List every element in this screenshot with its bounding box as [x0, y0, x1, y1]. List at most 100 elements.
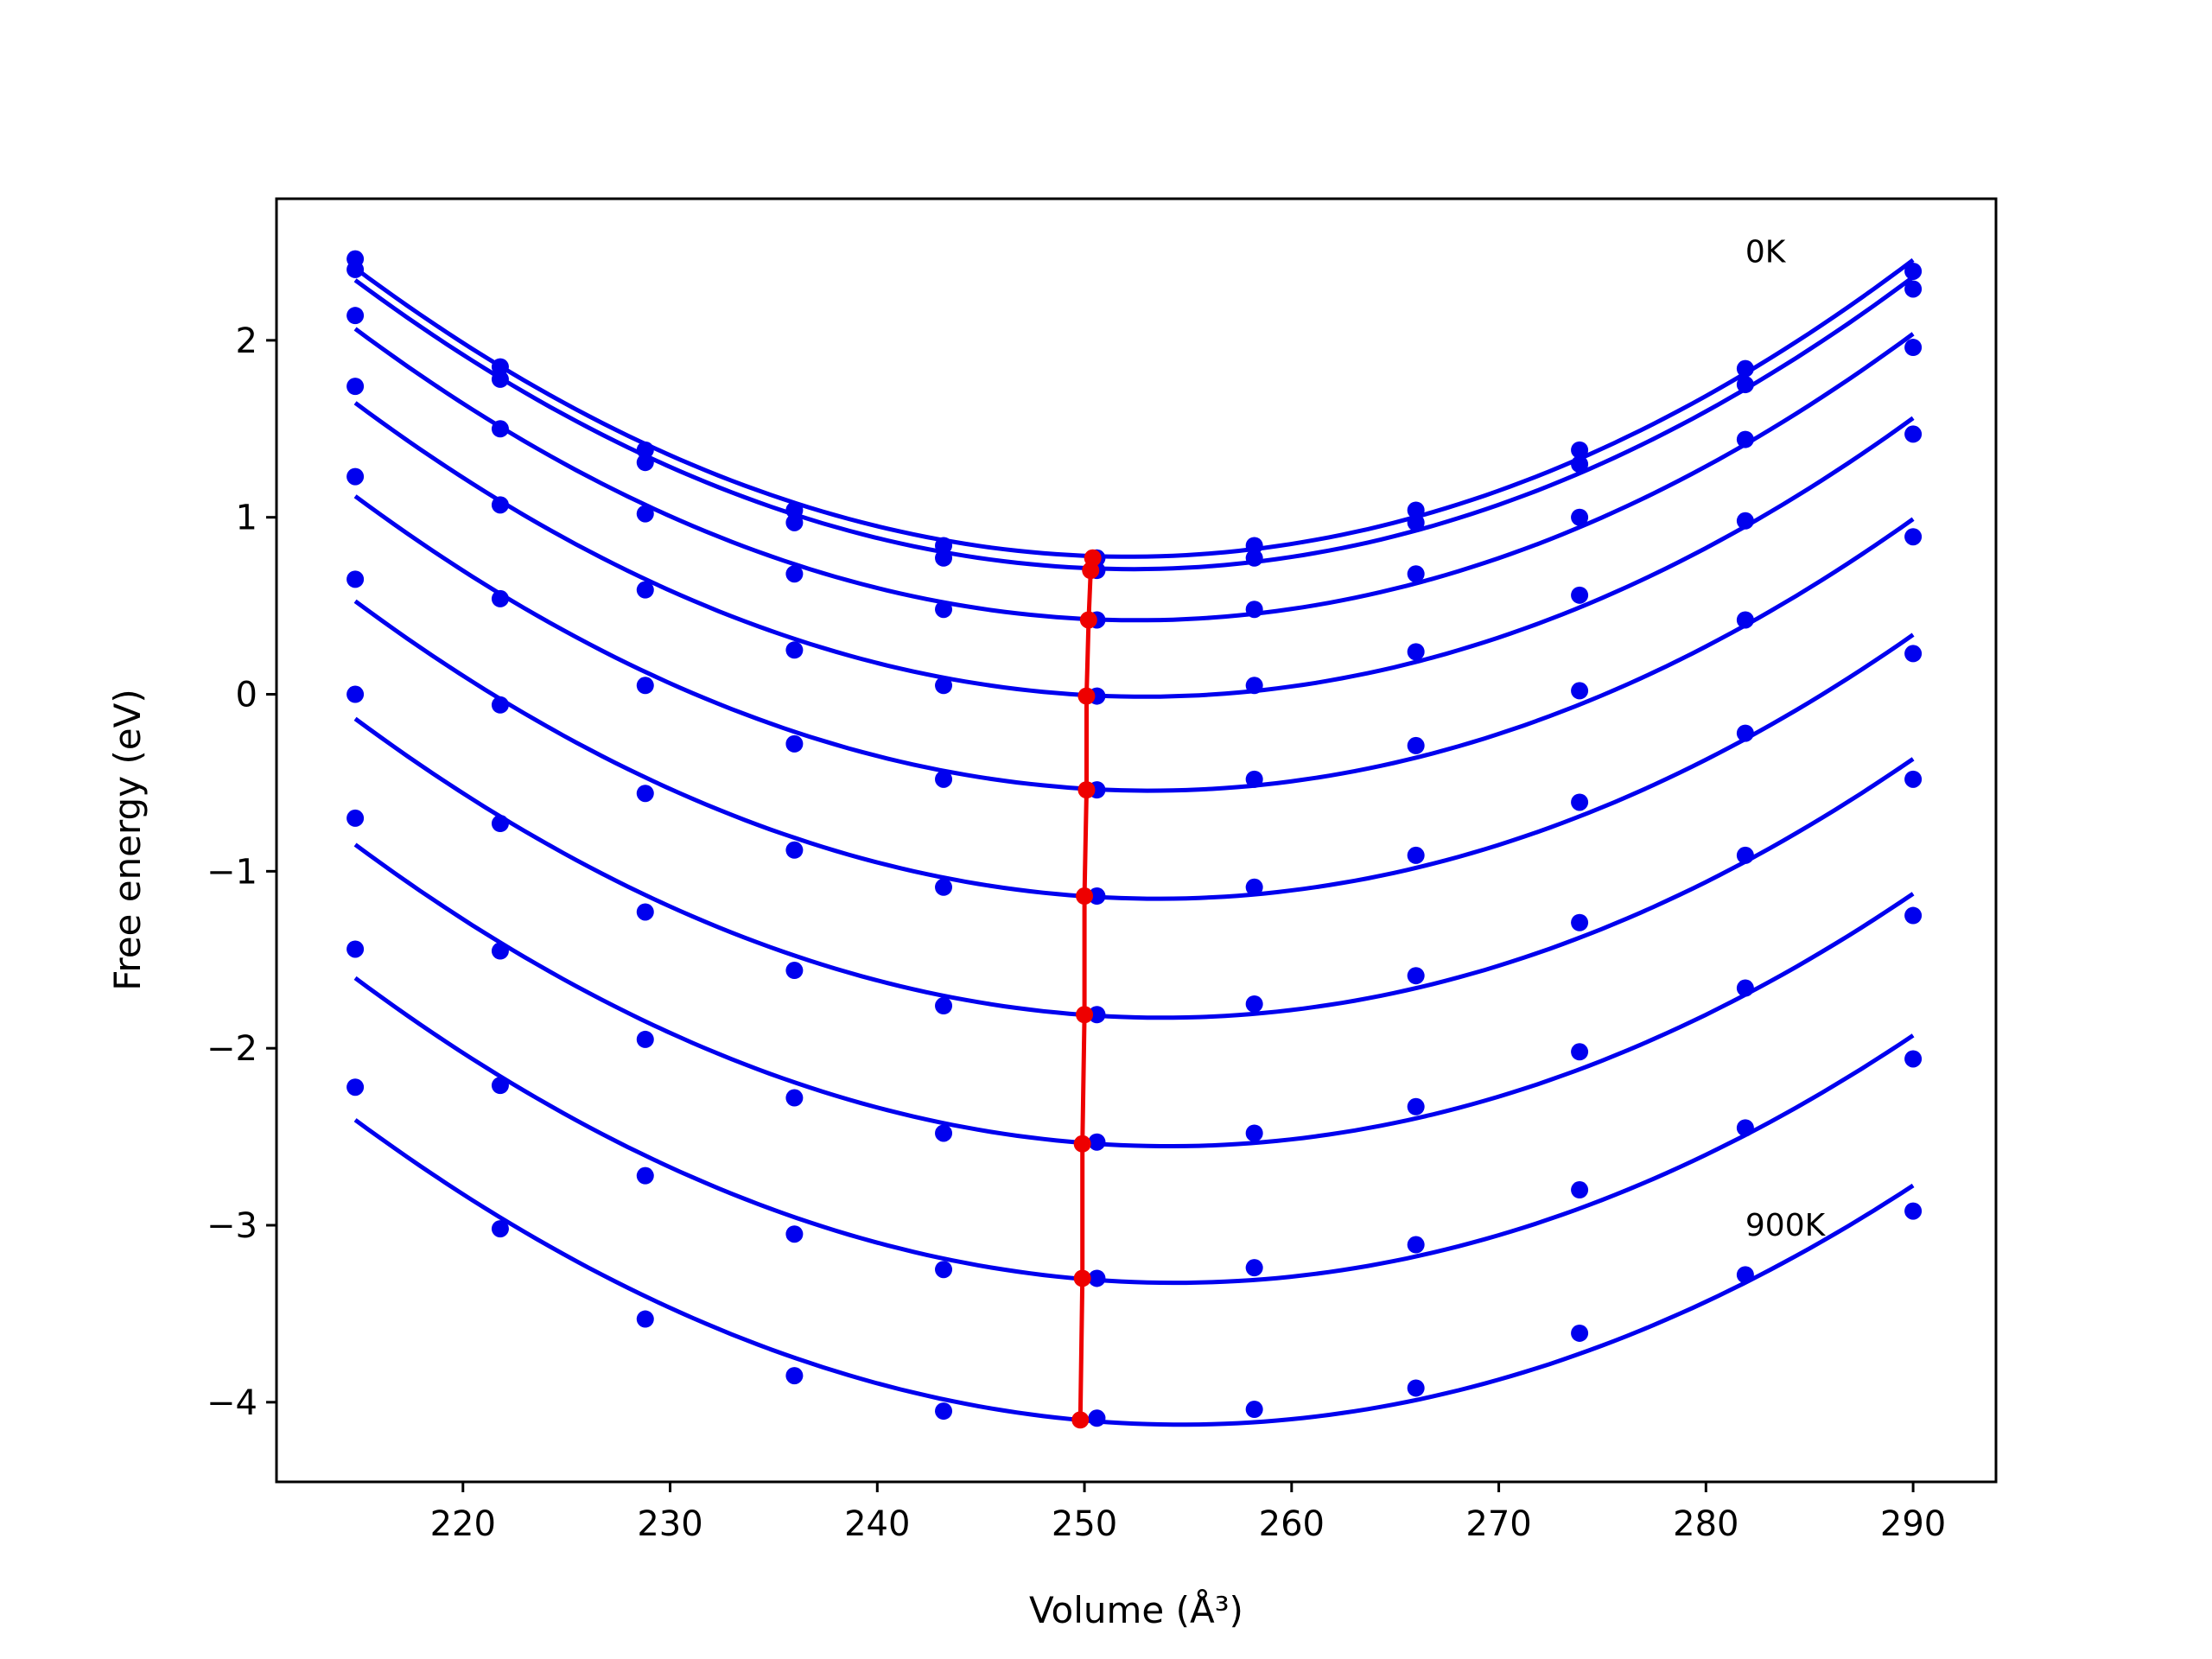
minimum-point [1073, 1269, 1091, 1287]
curves-layer [353, 257, 1915, 1427]
data-point [1571, 682, 1589, 700]
data-point [935, 549, 953, 567]
data-point [491, 1220, 509, 1238]
data-point [1736, 376, 1754, 394]
data-point [491, 358, 509, 376]
data-point [1736, 724, 1754, 742]
data-point [1904, 645, 1923, 663]
data-point [1904, 906, 1923, 925]
data-point [935, 878, 953, 896]
minimum-point [1073, 1135, 1091, 1153]
data-point [1736, 1119, 1754, 1137]
series-curve [353, 599, 1915, 901]
minimum-point [1077, 781, 1096, 799]
data-point [346, 940, 365, 958]
x-tick-label: 260 [1259, 1504, 1325, 1544]
data-point [1736, 979, 1754, 997]
data-point [491, 1077, 509, 1095]
data-point [1904, 262, 1923, 280]
series-curve [353, 275, 1915, 572]
x-axis: 220 230 240 250 260 270 280 290 [430, 1482, 1946, 1544]
series-curve [353, 327, 1915, 623]
x-tick-label: 220 [430, 1504, 496, 1544]
x-tick-label: 280 [1673, 1504, 1738, 1544]
data-point [491, 815, 509, 833]
y-axis: −4 −3 −2 −1 0 1 2 [207, 321, 276, 1423]
data-point [1088, 887, 1106, 906]
data-point [1736, 846, 1754, 864]
data-point [1571, 1043, 1589, 1061]
y-tick-label: 0 [236, 676, 257, 715]
data-point [1736, 512, 1754, 530]
data-point [1571, 586, 1589, 604]
x-tick-label: 230 [637, 1504, 702, 1544]
series-curve [353, 401, 1915, 699]
x-axis-label: Volume (Å³) [1029, 1588, 1243, 1631]
data-point [346, 467, 365, 486]
data-point [491, 420, 509, 438]
temperature-annotation: 0K [1745, 234, 1787, 270]
data-point [785, 734, 804, 753]
data-point [491, 370, 509, 388]
data-point [785, 641, 804, 659]
data-point [785, 513, 804, 531]
data-point [1245, 1124, 1263, 1142]
data-point [935, 1124, 953, 1142]
data-point [1407, 846, 1425, 864]
series-curve [353, 1118, 1915, 1427]
data-point [636, 903, 654, 921]
y-tick-label: 1 [236, 499, 257, 538]
data-point [935, 770, 953, 788]
data-point [1736, 359, 1754, 378]
minima-line [1077, 557, 1096, 1421]
data-point [346, 809, 365, 827]
data-point [1407, 1379, 1425, 1397]
minimum-point [1071, 1411, 1090, 1429]
data-point [491, 696, 509, 714]
data-point [935, 537, 953, 555]
minimum-point [1076, 887, 1094, 906]
x-tick-label: 270 [1465, 1504, 1531, 1544]
data-point [1407, 565, 1425, 583]
minima-layer [1071, 549, 1102, 1429]
minimum-point [1076, 1006, 1094, 1024]
data-point [636, 785, 654, 803]
data-point [1571, 455, 1589, 474]
data-point [1571, 1324, 1589, 1342]
minimum-point [1077, 687, 1096, 705]
data-point [1245, 1259, 1263, 1277]
data-point [636, 454, 654, 472]
y-tick-label: −1 [207, 852, 257, 892]
data-point [636, 1030, 654, 1048]
x-tick-label: 240 [844, 1504, 910, 1544]
data-point [785, 1367, 804, 1385]
data-point [346, 307, 365, 325]
data-point [785, 501, 804, 519]
data-point [636, 1166, 654, 1185]
y-tick-label: −3 [207, 1206, 257, 1246]
points-layer [346, 250, 1923, 1427]
data-point [491, 589, 509, 607]
data-point [1407, 513, 1425, 531]
data-point [1904, 528, 1923, 546]
data-point [1407, 643, 1425, 661]
data-point [1407, 736, 1425, 754]
data-point [1571, 441, 1589, 459]
series-curve [353, 257, 1915, 559]
data-point [636, 1310, 654, 1328]
data-point [785, 1225, 804, 1243]
data-point [785, 565, 804, 583]
data-point [346, 260, 365, 278]
data-point [1571, 508, 1589, 526]
data-point [636, 441, 654, 459]
data-point [1245, 601, 1263, 619]
series-curve [353, 842, 1915, 1148]
annotations: 0K 900K [1745, 234, 1827, 1243]
data-point [935, 601, 953, 619]
data-point [1736, 611, 1754, 629]
data-point [636, 677, 654, 695]
data-point [1571, 913, 1589, 931]
data-point [1904, 1050, 1923, 1068]
y-tick-label: −4 [207, 1383, 257, 1423]
